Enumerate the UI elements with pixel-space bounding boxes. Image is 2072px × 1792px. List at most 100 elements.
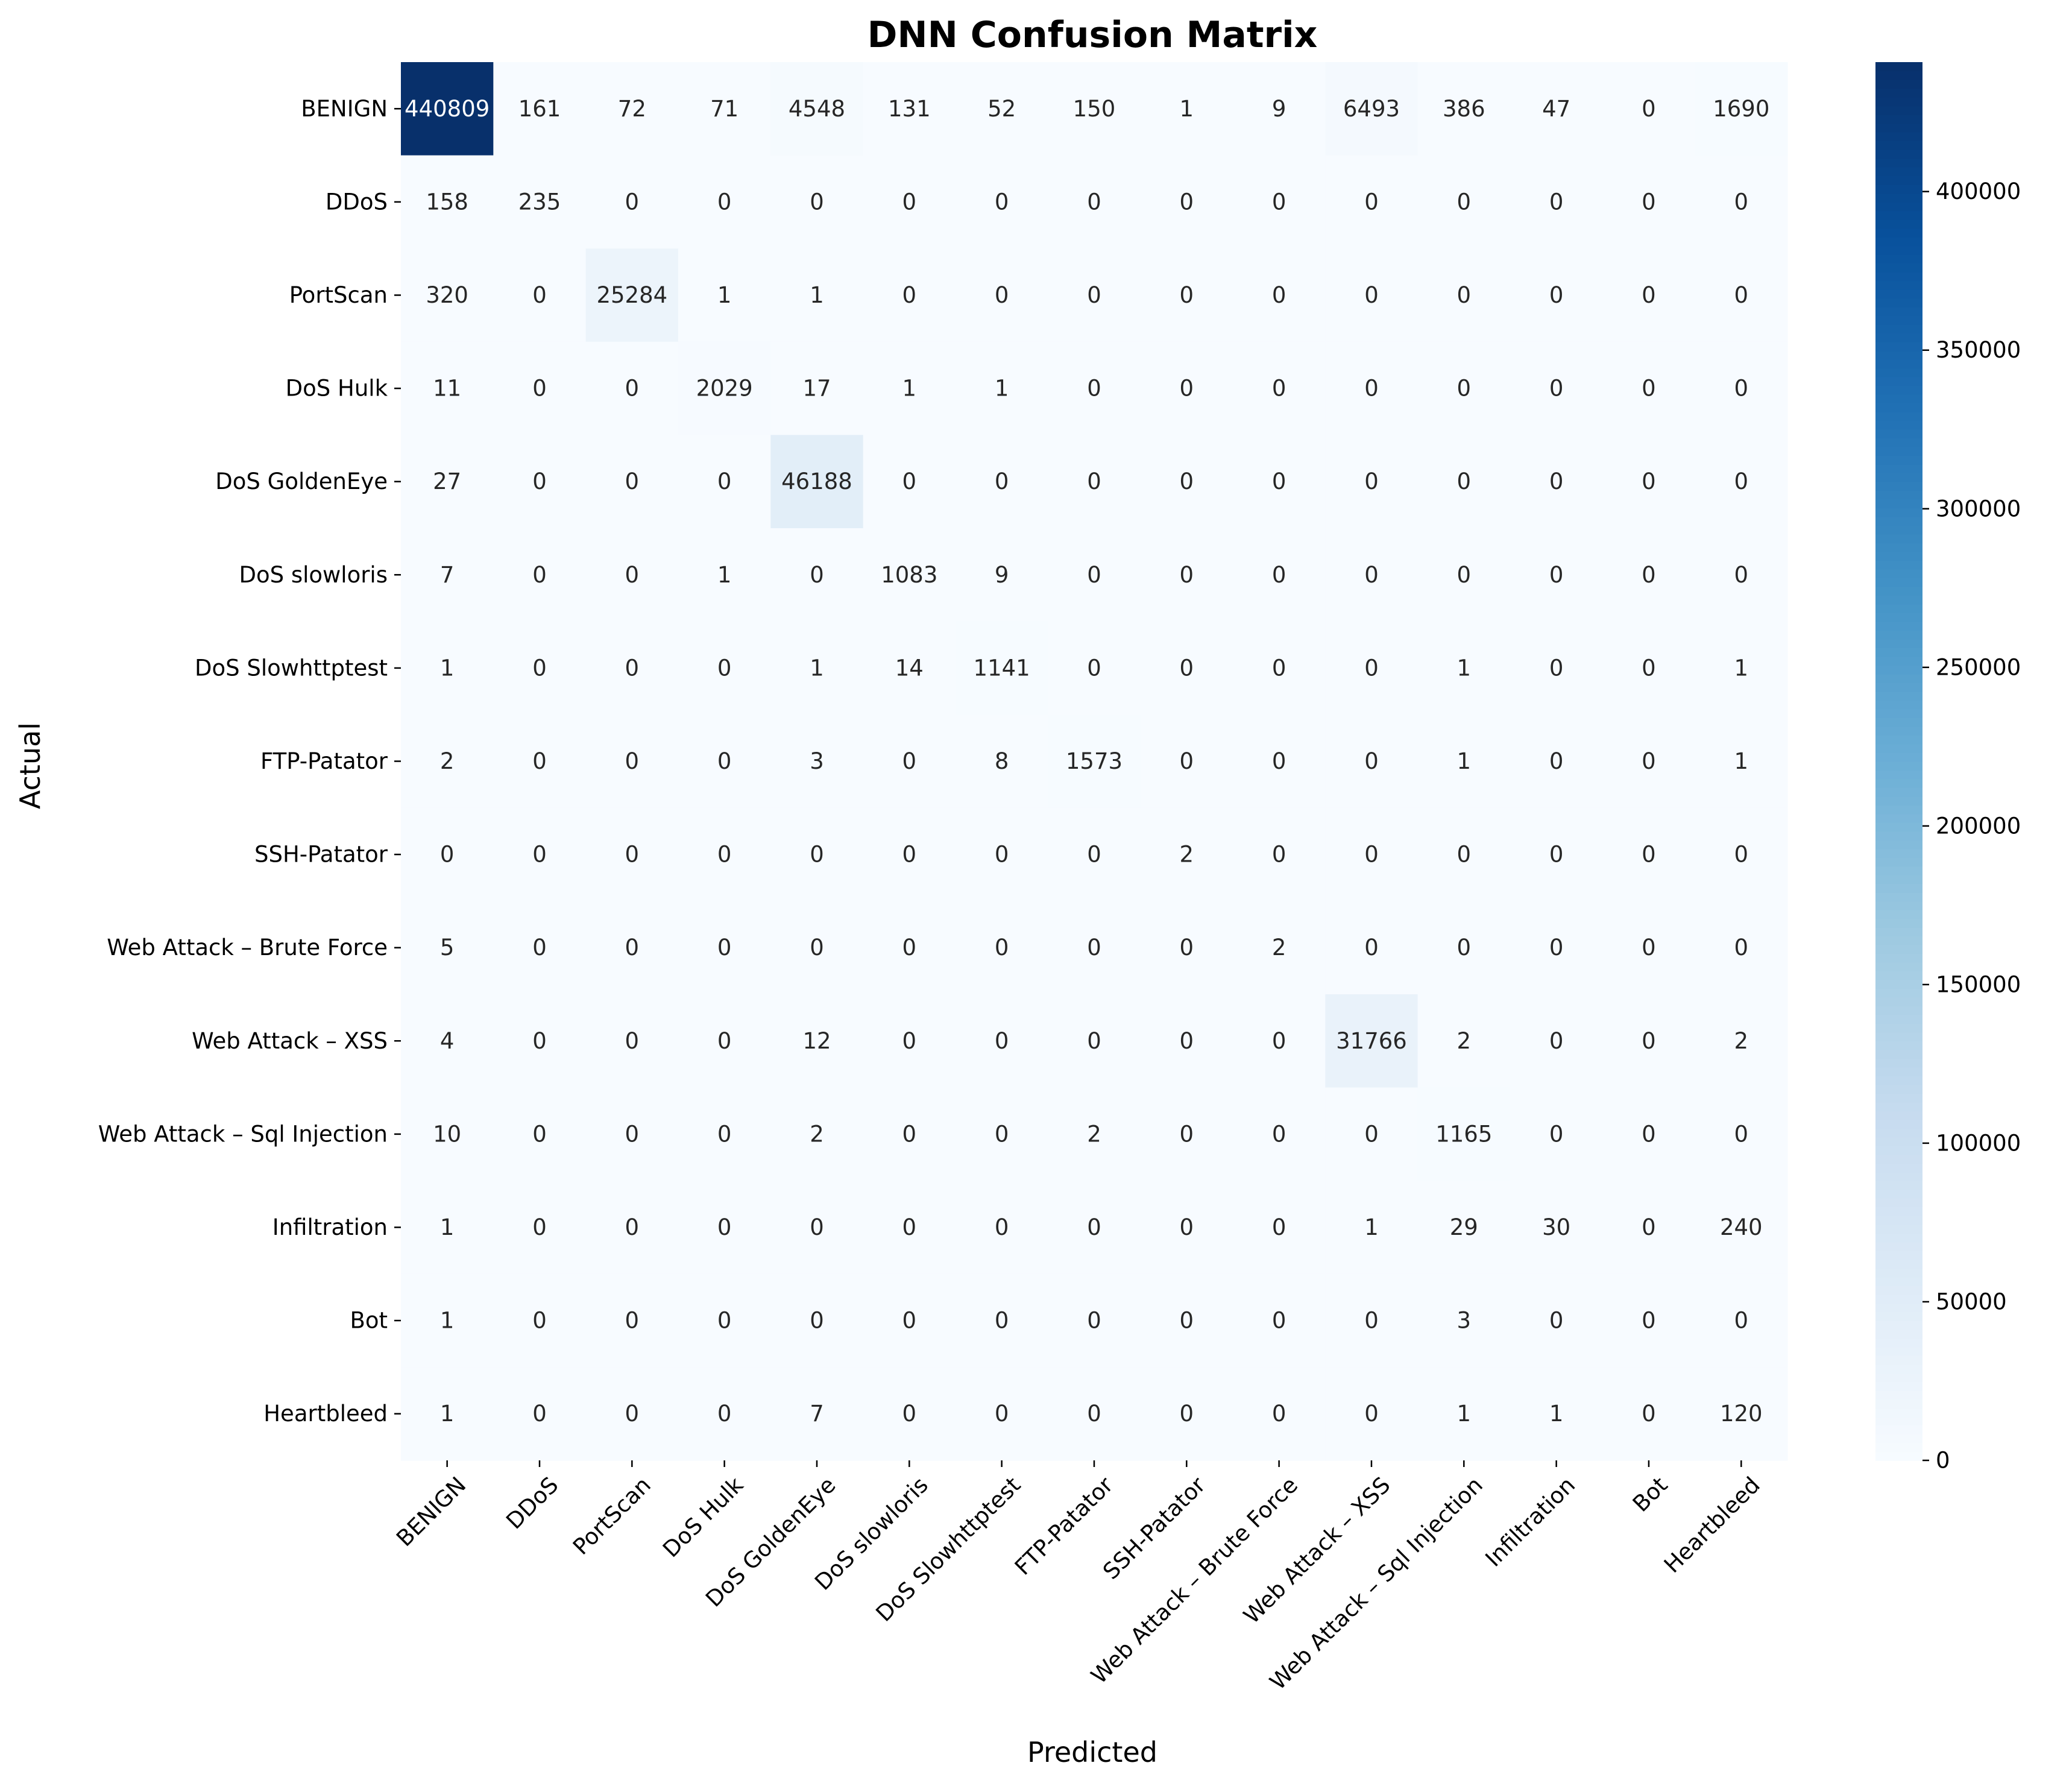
colorbar-segment [1875,752,1922,762]
colorbar-segment [1875,236,1922,247]
colorbar-segment [1875,936,1922,945]
cell-value-label: 52 [987,96,1016,122]
heatmap-cell [585,807,679,901]
heatmap-cell [1232,1181,1326,1275]
colorbar-segment [1875,464,1922,473]
colorbar-segment [1875,761,1922,771]
cell-value-label: 0 [625,842,640,868]
colorbar-segment [1875,909,1922,920]
heatmap-cell [585,155,679,249]
colorbar-segment [1875,71,1922,80]
cell-value-label: 0 [532,935,547,961]
cell-value-label: 0 [625,1401,640,1427]
cell-value-label: 0 [625,562,640,588]
heatmap-cell [1048,621,1141,715]
heatmap-cell [1140,435,1233,529]
colorbar-segment [1875,166,1922,177]
cell-value-label: 0 [1272,1121,1286,1147]
cell-value-label: 0 [1272,1401,1286,1427]
cell-value-label: 0 [810,935,824,961]
colorbar-segment [1875,665,1922,675]
cell-value-label: 9 [1272,96,1286,122]
heatmap-cell [863,1181,956,1275]
cell-value-label: 46188 [781,469,852,494]
heatmap-cell [493,155,587,249]
cell-value-label: 0 [1549,842,1564,868]
colorbar-segment [1875,376,1922,386]
cell-value-label: 0 [625,376,640,402]
heatmap-cell [1417,1181,1511,1275]
heatmap-cell [1140,1273,1233,1368]
colorbar-segment [1875,927,1922,937]
colorbar-segment [1875,918,1922,928]
cell-value-label: 0 [995,935,1009,961]
heatmap-cell [1232,435,1326,529]
colorbar-segment [1875,604,1922,613]
colorbar-segment [1875,1408,1922,1418]
colorbar-segment [1875,718,1922,727]
heatmap-cell [1602,1087,1696,1181]
colorbar-segment [1875,743,1922,753]
heatmap-cell [770,435,864,529]
heatmap-cell [1140,621,1233,715]
heatmap-cell [1695,1181,1788,1275]
heatmap-cell [863,1367,956,1461]
cell-value-label: 0 [1549,1121,1564,1147]
colorbar-segment [1875,1251,1922,1260]
cell-value-label: 0 [995,469,1009,494]
cell-value-label: 0 [625,935,640,961]
heatmap-cell [585,1273,679,1368]
heatmap-cell [1140,62,1233,156]
colorbar-segment [1875,1198,1922,1208]
colorbar-segment [1875,1181,1922,1190]
heatmap-cell [955,994,1048,1088]
heatmap-cell [1510,62,1603,156]
cell-value-label: 0 [1087,562,1101,588]
cell-value-label: 0 [1549,748,1564,774]
cell-value-label: 9 [995,562,1009,588]
cell-value-label: 12 [802,1028,831,1054]
heatmap-cell [1510,901,1603,995]
heatmap-cell [1048,341,1141,435]
heatmap-cell [1232,1087,1326,1181]
heatmap-cell [955,341,1048,435]
heatmap-cell [770,62,864,156]
heatmap-cell [1140,341,1233,435]
cell-value-label: 1165 [1435,1121,1492,1147]
cell-value-label: 0 [1734,469,1749,494]
cell-value-label: 0 [1180,282,1194,308]
cell-value-label: 0 [717,189,732,215]
colorbar-segment [1875,1443,1922,1453]
heatmap-cell [1232,715,1326,809]
heatmap-cell [1325,1087,1419,1181]
heatmap-cell [1048,1181,1141,1275]
heatmap-cell [955,1367,1048,1461]
heatmap-cell [863,1087,956,1181]
colorbar-segment [1875,481,1922,491]
heatmap-cell [1510,1273,1603,1368]
colorbar-segment [1875,1224,1922,1234]
cell-value-label: 2 [1734,1028,1749,1054]
cell-value-label: 0 [1549,469,1564,494]
colorbar-segment [1875,149,1922,159]
heatmap-cell [1602,621,1696,715]
colorbar-segment [1875,839,1922,850]
y-tick-label: Bot [350,1308,388,1334]
heatmap-cell [863,715,956,809]
heatmap-cell [1695,621,1788,715]
cell-value-label: 0 [1457,469,1472,494]
colorbar-segment [1875,848,1922,858]
heatmap-cell [1510,1087,1603,1181]
cell-value-label: 0 [1087,935,1101,961]
colorbar-segment [1875,787,1922,797]
heatmap-cell [1417,1273,1511,1368]
heatmap-cell [863,248,956,342]
heatmap-cell [1048,248,1141,342]
colorbar-segment [1875,1189,1922,1199]
cell-value-label: 0 [1734,189,1749,215]
colorbar-segment [1875,1049,1922,1059]
cell-value-label: 0 [1272,469,1286,494]
colorbar-segment [1875,822,1922,832]
cell-value-label: 10 [433,1121,461,1147]
colorbar-segment [1875,1311,1922,1321]
